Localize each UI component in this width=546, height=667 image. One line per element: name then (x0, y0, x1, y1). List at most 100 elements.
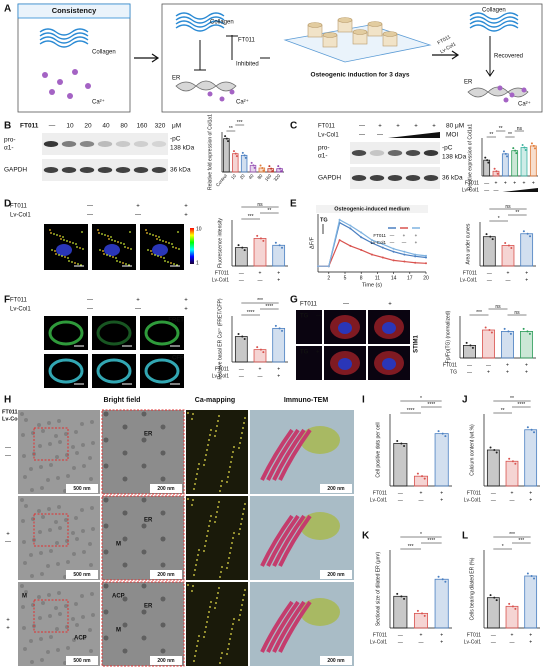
dot (471, 346, 474, 349)
ca-signal (242, 599, 244, 601)
ca-signal (238, 619, 240, 621)
ca-signal (206, 621, 208, 623)
band (79, 141, 95, 147)
row-value: — (419, 497, 424, 503)
dot (271, 170, 274, 173)
texture (141, 437, 147, 443)
title-bar (316, 205, 428, 213)
label: Inhibited (236, 62, 259, 68)
row-value: + (525, 270, 528, 276)
dot (509, 332, 512, 335)
dot (274, 241, 277, 244)
well-top (322, 32, 338, 38)
dot (444, 580, 447, 583)
row-name: Lv-Col1 (370, 639, 387, 645)
ca-signal (241, 604, 243, 606)
texture (141, 523, 147, 529)
texture (122, 562, 128, 568)
texture (122, 622, 128, 628)
ca-signal (242, 513, 244, 515)
row-value: + (184, 213, 188, 219)
panel-label: B (4, 121, 11, 132)
band (97, 141, 113, 147)
collagen-fiber (175, 24, 225, 32)
ca-map (186, 496, 248, 580)
row-value: — (467, 369, 472, 375)
texture (58, 612, 62, 616)
ca-signal (244, 503, 246, 505)
row-value: + (525, 369, 528, 375)
x-axis-label: Time (s) (362, 282, 382, 288)
row-value: + (440, 490, 443, 496)
er-stain (260, 428, 294, 481)
y-axis-label: Relative basal ER Ca²⁺ (FRET/CFP) (217, 298, 223, 379)
ca-ion (521, 87, 527, 93)
texture (141, 463, 147, 469)
trace-point (425, 262, 427, 265)
speckle (146, 232, 148, 234)
ca-signal (227, 562, 229, 564)
texture (23, 561, 27, 565)
label: 138 kDa (442, 154, 467, 161)
trace-point (349, 227, 352, 230)
speckle (75, 243, 77, 245)
panel-label: F (4, 295, 10, 306)
texture (22, 626, 26, 630)
row-value: — (398, 639, 403, 645)
bar (482, 329, 495, 359)
row-value: + (525, 277, 528, 283)
texture (74, 430, 78, 434)
texture (103, 549, 109, 555)
label: GAPDH (318, 175, 341, 182)
bar (501, 245, 515, 267)
ca-signal (197, 640, 199, 642)
band (151, 141, 167, 147)
y-axis-label: Fluorescence intensity (217, 218, 223, 268)
bar (529, 145, 537, 177)
texture (24, 418, 28, 422)
speckle (158, 236, 160, 238)
ca-signal (195, 478, 197, 480)
ca-ion (42, 72, 48, 78)
sig-label: ns (257, 202, 263, 208)
texture (122, 596, 128, 602)
ca-signal (203, 636, 205, 638)
band (151, 167, 167, 173)
speckle (159, 239, 161, 241)
ca-signal (227, 648, 229, 650)
ca-signal (205, 540, 207, 542)
ca-signal (221, 566, 223, 568)
speckle (76, 246, 78, 248)
trace-point (338, 239, 341, 242)
ca-signal (230, 547, 232, 549)
ca-signal (203, 464, 205, 466)
speckle (128, 264, 130, 266)
band (79, 167, 95, 173)
texture (48, 442, 52, 446)
mitochondrion (300, 598, 340, 626)
ca-signal (204, 545, 206, 547)
texture (75, 623, 79, 627)
ca-signal (206, 449, 208, 451)
row-value: + (277, 366, 280, 372)
dot (225, 137, 228, 140)
row-value: + (184, 298, 188, 304)
texture (141, 609, 147, 615)
texture (24, 590, 28, 594)
bar (434, 433, 449, 487)
bar (272, 244, 286, 267)
panel-label: I (362, 395, 365, 406)
label: 10 (196, 226, 202, 232)
label: Lv-Col1 (2, 416, 22, 422)
dot (503, 327, 506, 330)
label: + (388, 302, 392, 308)
row-value: — (135, 307, 141, 313)
texture (21, 433, 25, 437)
scale-box (150, 484, 182, 493)
speckle (160, 256, 162, 258)
texture (40, 486, 44, 490)
texture (30, 574, 34, 578)
dot (490, 331, 493, 334)
texture (55, 541, 59, 545)
x-tick-label: 17 (407, 275, 413, 281)
